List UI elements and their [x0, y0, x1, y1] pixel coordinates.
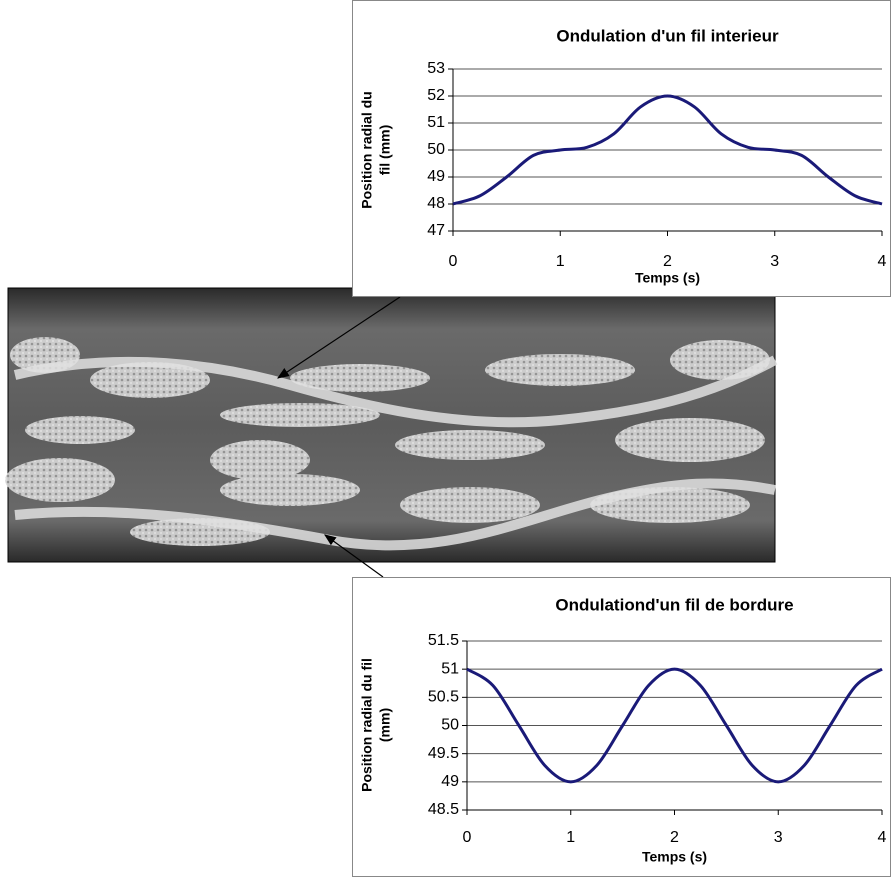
y-tick-label: 50: [427, 141, 445, 158]
series-line: [452, 94, 883, 206]
chart-frame: [352, 0, 891, 297]
y-axis-label: (mm): [377, 708, 393, 742]
y-tick-label: 53: [427, 60, 445, 77]
y-tick-label: 49: [427, 168, 445, 185]
x-tick-label: 0: [463, 829, 472, 846]
chart-title: Ondulation d'un fil interieur: [556, 26, 779, 45]
x-tick-label: 3: [774, 829, 783, 846]
y-tick-label: 49.5: [428, 745, 459, 762]
y-tick-label: 50: [441, 717, 459, 734]
ct-scan-image: [5, 287, 778, 563]
y-tick-label: 51: [427, 114, 445, 131]
x-tick-label: 2: [663, 253, 672, 270]
x-axis-label: Temps (s): [642, 849, 707, 865]
y-axis-label: Position radial du: [359, 91, 375, 208]
x-tick-label: 0: [449, 253, 458, 270]
x-tick-label: 3: [770, 253, 779, 270]
series-line: [466, 667, 883, 784]
y-tick-label: 48: [427, 195, 445, 212]
x-axis-label: Temps (s): [635, 270, 700, 286]
y-axis-label: fil (mm): [377, 125, 393, 176]
y-tick-label: 51.5: [428, 632, 459, 649]
x-tick-label: 4: [878, 253, 887, 270]
y-tick-label: 50.5: [428, 689, 459, 706]
y-axis-label: Position radial du fil: [359, 658, 375, 792]
arrow: [277, 296, 401, 379]
chart-title: Ondulationd'un fil de bordure: [555, 595, 793, 614]
y-tick-label: 49: [441, 773, 459, 790]
x-tick-label: 1: [556, 253, 565, 270]
arrow: [324, 534, 384, 578]
y-tick-label: 51: [441, 660, 459, 677]
x-tick-label: 1: [566, 829, 575, 846]
x-tick-label: 2: [670, 829, 679, 846]
y-tick-label: 48.5: [428, 801, 459, 818]
y-tick-label: 52: [427, 87, 445, 104]
x-tick-label: 4: [878, 829, 887, 846]
y-tick-label: 47: [427, 222, 445, 239]
